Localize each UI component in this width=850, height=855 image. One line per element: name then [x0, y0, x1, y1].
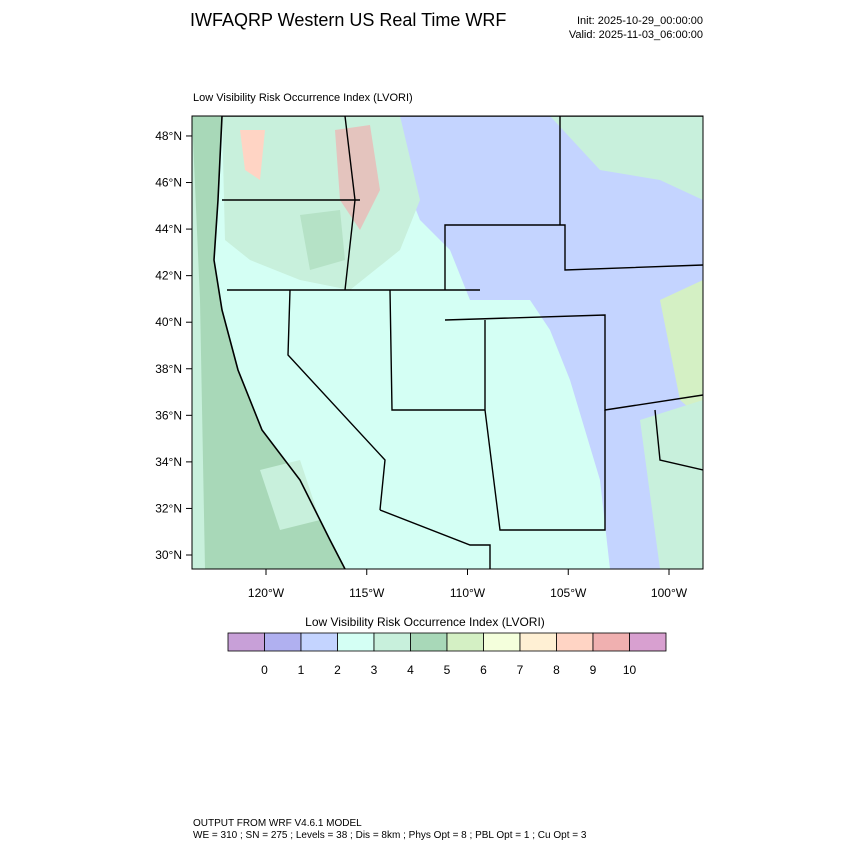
lat-tick-label: 46°N: [155, 176, 182, 190]
init-time: Init: 2025-10-29_00:00:00: [577, 15, 703, 27]
colorbar-swatch: [446, 632, 484, 652]
colorbar-swatch: [483, 632, 521, 652]
map-title: Low Visibility Risk Occurrence Index (LV…: [193, 92, 413, 104]
colorbar-label: 6: [480, 663, 487, 677]
colorbar-swatch: [337, 632, 375, 652]
colorbar-swatch: [556, 632, 594, 652]
colorbar-swatch: [227, 632, 265, 652]
lat-tick-label: 34°N: [155, 455, 182, 469]
lon-tick-label: 115°W: [349, 586, 385, 600]
colorbar-label: 2: [334, 663, 341, 677]
footer-line: OUTPUT FROM WRF V4.6.1 MODEL: [193, 818, 362, 829]
lon-tick-label: 100°W: [651, 586, 688, 600]
lat-tick-label: 38°N: [155, 362, 182, 376]
lat-tick-label: 40°N: [155, 315, 182, 329]
lat-tick-label: 32°N: [155, 501, 182, 515]
colorbar-label: 7: [517, 663, 524, 677]
lat-tick-label: 44°N: [155, 222, 182, 236]
colorbar-label: 10: [623, 663, 637, 677]
colorbar-label: 0: [261, 663, 268, 677]
colorbar-label: 4: [407, 663, 414, 677]
colorbar-swatch: [519, 632, 557, 652]
lat-tick-label: 30°N: [155, 548, 182, 562]
colorbar-label: 8: [553, 663, 560, 677]
colorbar-swatch: [373, 632, 411, 652]
map-field: [192, 116, 703, 569]
colorbar-label: 3: [371, 663, 378, 677]
lon-tick-label: 110°W: [450, 586, 486, 600]
colorbar-swatch: [300, 632, 338, 652]
colorbar-title: Low Visibility Risk Occurrence Index (LV…: [305, 615, 545, 629]
colorbar-label: 9: [590, 663, 597, 677]
colorbar-swatch: [629, 632, 667, 652]
valid-time: Valid: 2025-11-03_06:00:00: [569, 29, 703, 41]
lon-tick-label: 120°W: [248, 586, 285, 600]
lat-tick-label: 36°N: [155, 408, 182, 422]
lat-tick-label: 48°N: [155, 129, 182, 143]
colorbar-swatch: [410, 632, 448, 652]
map-frame: [191, 115, 704, 570]
lon-tick-label: 105°W: [550, 586, 587, 600]
colorbar-label: 1: [298, 663, 305, 677]
colorbar-label: 5: [444, 663, 451, 677]
colorbar-swatch: [592, 632, 630, 652]
colorbar-swatch: [264, 632, 302, 652]
title: IWFAQRP Western US Real Time WRF: [190, 10, 506, 30]
footer-line: WE = 310 ; SN = 275 ; Levels = 38 ; Dis …: [193, 830, 587, 841]
lat-tick-label: 42°N: [155, 269, 182, 283]
